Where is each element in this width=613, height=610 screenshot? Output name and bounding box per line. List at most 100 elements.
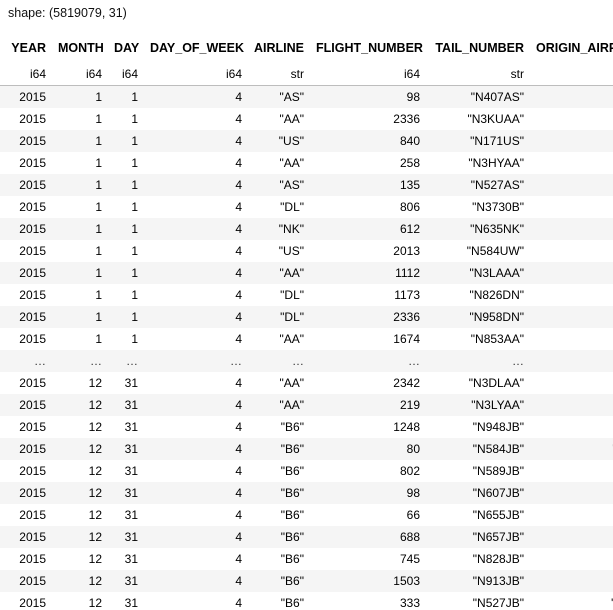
table-cell: 31 [108, 592, 144, 610]
table-cell: "B6" [248, 482, 310, 504]
table-cell: "B6" [248, 416, 310, 438]
table-cell: "N3LAAA" [426, 262, 530, 284]
table-cell: "AN [530, 85, 613, 108]
table-cell: "SF [530, 130, 613, 152]
table-cell: 1 [108, 108, 144, 130]
table-cell: "N3DLAA" [426, 372, 530, 394]
table-cell: 4 [144, 108, 248, 130]
table-cell: "DE [530, 306, 613, 328]
table-cell: 1 [108, 240, 144, 262]
table-cell: 258 [310, 152, 426, 174]
table-cell: "N853AA" [426, 328, 530, 350]
table-cell: 1503 [310, 570, 426, 592]
column-dtype: i64 [310, 63, 426, 86]
table-cell: 1 [108, 306, 144, 328]
table-cell: 1 [108, 174, 144, 196]
table-cell: "B6" [248, 438, 310, 460]
table-cell: "N589JB" [426, 460, 530, 482]
table-cell: 4 [144, 438, 248, 460]
column-dtype: i64 [144, 63, 248, 86]
table-cell: 31 [108, 416, 144, 438]
table-cell: 2015 [0, 306, 52, 328]
table-cell: 12 [52, 592, 108, 610]
table-cell: 4 [144, 218, 248, 240]
table-cell: 4 [144, 240, 248, 262]
table-cell: … [248, 350, 310, 372]
table-cell: 2015 [0, 218, 52, 240]
table-cell: 98 [310, 85, 426, 108]
table-cell: 135 [310, 174, 426, 196]
shape-label: shape: (5819079, 31) [8, 6, 127, 20]
table-cell: 12 [52, 504, 108, 526]
table-cell: 2015 [0, 328, 52, 350]
table-cell: "N407AS" [426, 85, 530, 108]
table-cell: "N3730B" [426, 196, 530, 218]
table-cell: "LA [530, 240, 613, 262]
table-cell: "LA [530, 108, 613, 130]
column-dtype [530, 63, 613, 86]
table-cell: "SE [530, 174, 613, 196]
table-cell: "AA" [248, 372, 310, 394]
table-cell: 4 [144, 284, 248, 306]
table-cell: 1 [108, 152, 144, 174]
table-cell: 2015 [0, 152, 52, 174]
table-cell: 4 [144, 306, 248, 328]
table-cell: 12 [52, 482, 108, 504]
column-header: FLIGHT_NUMBER [316, 41, 423, 55]
table-cell: "N948JB" [426, 416, 530, 438]
dataframe-table-container[interactable]: YEAR MONTH DAY DAY_OF_WEEK AIRLINE FLIGHT_NUM… [0, 33, 613, 610]
table-cell: 12 [52, 460, 108, 482]
table-cell: "DL" [248, 284, 310, 306]
table-cell: 333 [310, 592, 426, 610]
table-cell: 1112 [310, 262, 426, 284]
table-cell: "N828JB" [426, 548, 530, 570]
table-cell: "DL" [248, 306, 310, 328]
table-cell: 1248 [310, 416, 426, 438]
column-header: YEAR [11, 41, 46, 55]
table-cell: "B6" [248, 548, 310, 570]
table-cell: "LA [530, 284, 613, 306]
table-cell: "N607JB" [426, 482, 530, 504]
table-cell: "N3KUAA" [426, 108, 530, 130]
table-cell: "AA" [248, 262, 310, 284]
table-cell: 4 [144, 130, 248, 152]
table-cell: "DE [530, 482, 613, 504]
column-names-row: YEAR MONTH DAY DAY_OF_WEEK AIRLINE FLIGHT_NUM… [0, 33, 613, 63]
table-cell: "N913JB" [426, 570, 530, 592]
column-header: DAY_OF_WEEK [150, 41, 245, 55]
table-cell: "B6" [248, 460, 310, 482]
table-cell: 31 [108, 526, 144, 548]
table-cell: "B6" [248, 526, 310, 548]
table-cell: "N527AS" [426, 174, 530, 196]
column-header: DAY [114, 41, 140, 55]
table-cell: "LA [530, 152, 613, 174]
table-cell: … [426, 350, 530, 372]
table-cell: "SF [530, 196, 613, 218]
table-cell: "AA" [248, 328, 310, 350]
table-cell: … [310, 350, 426, 372]
table-cell: 2342 [310, 372, 426, 394]
table-cell: 2015 [0, 416, 52, 438]
column-header: AIRLINE [254, 41, 304, 55]
table-cell: 612 [310, 218, 426, 240]
table-cell: 80 [310, 438, 426, 460]
table-cell: 4 [144, 416, 248, 438]
column-header: ORIGIN_AIRPOR [536, 41, 613, 55]
table-cell: … [52, 350, 108, 372]
table-cell: "N958DN" [426, 306, 530, 328]
table-cell: 1 [52, 262, 108, 284]
table-cell: 1 [52, 196, 108, 218]
table-cell: "SF [530, 262, 613, 284]
column-dtype: str [426, 63, 530, 86]
table-cell: 802 [310, 460, 426, 482]
table-cell: 1173 [310, 284, 426, 306]
table-cell: 98 [310, 482, 426, 504]
table-cell: 1 [52, 218, 108, 240]
